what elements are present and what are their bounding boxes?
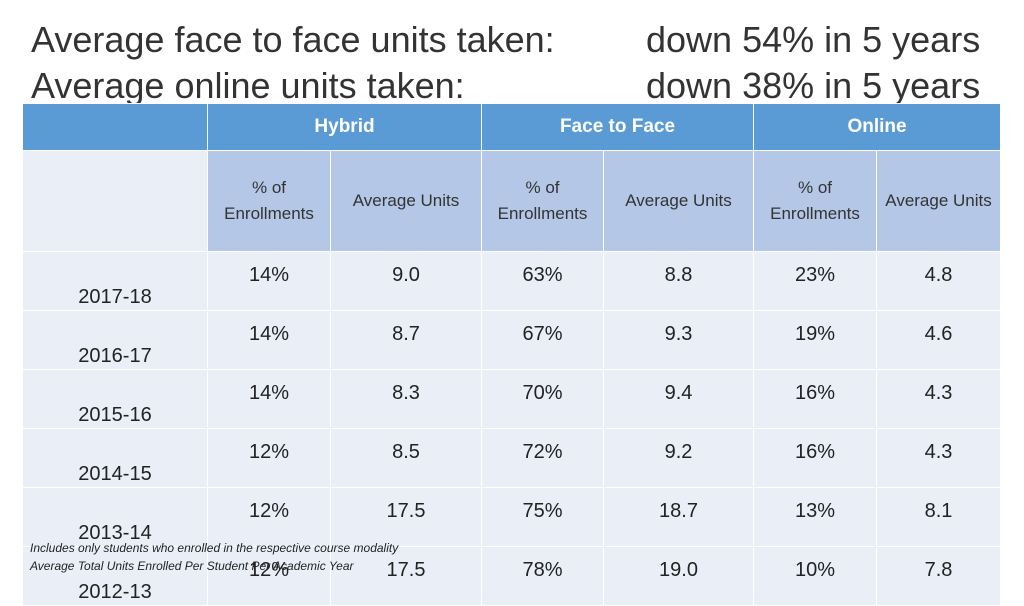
cell-hybrid-avg: 17.5 — [330, 546, 482, 606]
table-row: 2015-16 14% 8.3 70% 9.4 16% 4.3 — [22, 369, 1002, 429]
cell-f2f-pct: 75% — [481, 487, 604, 547]
subheader-online-pct: % of Enrollments — [753, 150, 878, 252]
cell-online-avg: 4.6 — [876, 310, 1002, 370]
cell-hybrid-avg: 17.5 — [330, 487, 482, 547]
cell-f2f-avg: 9.4 — [602, 369, 755, 429]
cell-online-avg: 4.3 — [876, 428, 1002, 488]
group-header-online: Online — [753, 103, 1002, 151]
cell-online-pct: 13% — [753, 487, 878, 547]
footnote-units-definition: Average Total Units Enrolled Per Student… — [30, 559, 354, 573]
row-year: 2014-15 — [22, 428, 208, 488]
cell-f2f-avg: 19.0 — [602, 546, 755, 606]
cell-online-avg: 4.8 — [876, 251, 1002, 311]
cell-online-pct: 19% — [753, 310, 878, 370]
cell-f2f-pct: 67% — [481, 310, 604, 370]
subheader-corner — [22, 150, 208, 252]
cell-hybrid-pct: 14% — [207, 369, 331, 429]
cell-f2f-avg: 8.8 — [602, 251, 755, 311]
cell-hybrid-pct: 12% — [207, 546, 331, 606]
cell-online-pct: 23% — [753, 251, 878, 311]
group-header-hybrid: Hybrid — [207, 103, 482, 151]
footnote-modality: Includes only students who enrolled in t… — [30, 541, 399, 555]
title-line-online: Average online units taken: down 38% in … — [31, 64, 997, 108]
cell-online-pct: 16% — [753, 428, 878, 488]
cell-hybrid-pct: 12% — [207, 428, 331, 488]
table-row: 2017-18 14% 9.0 63% 8.8 23% 4.8 — [22, 251, 1002, 311]
cell-online-pct: 10% — [753, 546, 878, 606]
title-face-to-face-label: Average face to face units taken: — [31, 19, 555, 60]
subheader-f2f-pct: % of Enrollments — [481, 150, 604, 252]
group-header-face-to-face: Face to Face — [480, 103, 755, 151]
header-corner — [22, 103, 208, 151]
cell-f2f-pct: 78% — [481, 546, 604, 606]
table-row: 2016-17 14% 8.7 67% 9.3 19% 4.6 — [22, 310, 1002, 370]
cell-f2f-avg: 9.3 — [602, 310, 755, 370]
cell-hybrid-avg: 8.5 — [330, 428, 482, 488]
units-table: Hybrid Face to Face Online % of Enrollmen… — [22, 103, 1002, 606]
title-face-to-face-change: down 54% in 5 years — [646, 19, 981, 60]
subheader-pct-line1: % of — [525, 178, 560, 197]
cell-hybrid-avg: 8.3 — [330, 369, 482, 429]
row-year: 2013-14 — [22, 487, 208, 547]
table-row: 2013-14 12% 17.5 75% 18.7 13% 8.1 — [22, 487, 1002, 547]
title-online-label: Average online units taken: — [31, 65, 465, 106]
group-header-row: Hybrid Face to Face Online — [22, 103, 1002, 151]
subheader-pct-line2: Enrollments — [497, 204, 588, 223]
cell-hybrid-pct: 14% — [207, 310, 331, 370]
cell-hybrid-avg: 9.0 — [330, 251, 482, 311]
table-row: 2014-15 12% 8.5 72% 9.2 16% 4.3 — [22, 428, 1002, 488]
row-year: 2016-17 — [22, 310, 208, 370]
cell-f2f-pct: 72% — [481, 428, 604, 488]
subheader-pct-line2: Enrollments — [770, 204, 860, 223]
row-year: 2017-18 — [22, 251, 208, 311]
row-year: 2015-16 — [22, 369, 208, 429]
cell-f2f-avg: 9.2 — [602, 428, 755, 488]
subheader-f2f-avg: Average Units — [602, 150, 755, 252]
cell-f2f-pct: 70% — [481, 369, 604, 429]
subheader-row: % of Enrollments Average Units % of Enroll… — [22, 150, 1002, 252]
subheader-hybrid-avg: Average Units — [330, 150, 482, 252]
title-line-face-to-face: Average face to face units taken: down 5… — [31, 18, 997, 62]
cell-hybrid-pct: 14% — [207, 251, 331, 311]
cell-online-avg: 4.3 — [876, 369, 1002, 429]
table-row: 2012-13 12% 17.5 78% 19.0 10% 7.8 — [22, 546, 1002, 606]
subheader-hybrid-pct: % of Enrollments — [207, 150, 331, 252]
cell-f2f-pct: 63% — [481, 251, 604, 311]
title-online-change: down 38% in 5 years — [646, 65, 981, 106]
cell-online-pct: 16% — [753, 369, 878, 429]
cell-hybrid-avg: 8.7 — [330, 310, 482, 370]
row-year: 2012-13 — [22, 546, 208, 606]
cell-hybrid-pct: 12% — [207, 487, 331, 547]
subheader-pct-line1: % of — [251, 178, 287, 197]
cell-online-avg: 8.1 — [876, 487, 1002, 547]
subheader-pct-line1: % of — [798, 178, 833, 197]
subheader-online-avg: Average Units — [876, 150, 1002, 252]
subheader-pct-line2: Enrollments — [224, 204, 314, 223]
cell-f2f-avg: 18.7 — [602, 487, 755, 547]
cell-online-avg: 7.8 — [876, 546, 1002, 606]
